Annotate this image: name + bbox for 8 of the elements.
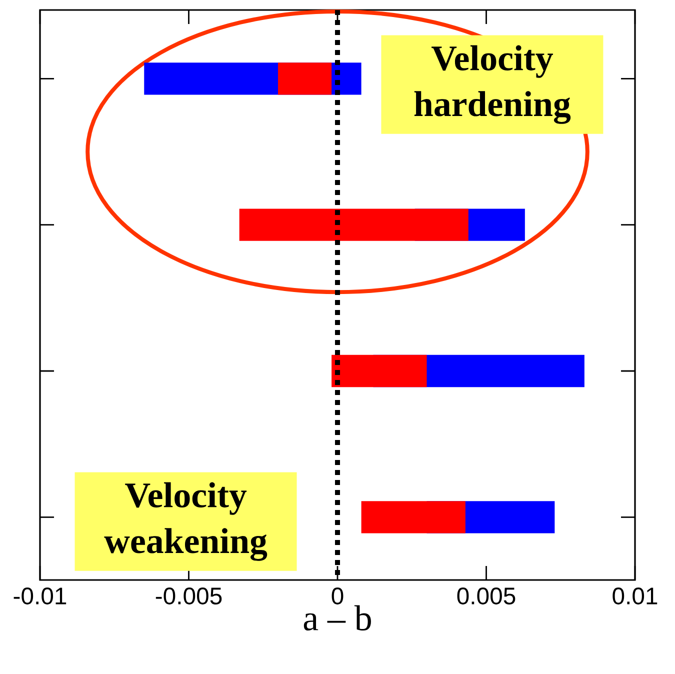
x-tick-label: -0.01	[14, 588, 66, 604]
x-axis-title: a – b	[304, 605, 371, 631]
annotation: Velocity hardening	[414, 45, 571, 124]
x-tick-label: -0.005	[156, 588, 222, 604]
x-tick-label: 0.005	[457, 588, 516, 604]
x-tick-label: 0	[332, 588, 344, 604]
annotation: Velocity weakening	[104, 482, 268, 561]
x-tick-label: 0.01	[612, 588, 658, 604]
